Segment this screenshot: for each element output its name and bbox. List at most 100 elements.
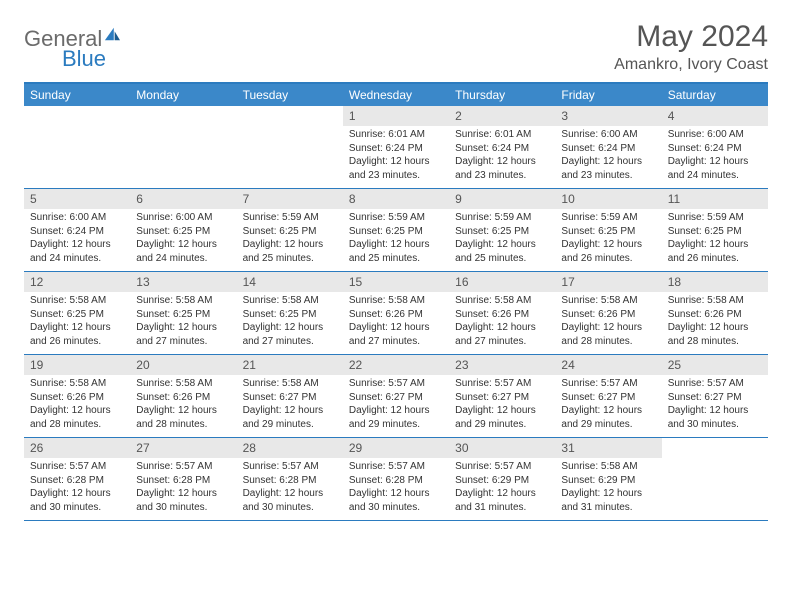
day-number: 26 <box>24 438 130 458</box>
daylight-text: Daylight: 12 hours and 31 minutes. <box>455 487 549 514</box>
sunrise-text: Sunrise: 6:00 AM <box>668 128 762 142</box>
daylight-text: Daylight: 12 hours and 30 minutes. <box>30 487 124 514</box>
sunrise-text: Sunrise: 5:57 AM <box>349 377 443 391</box>
day-body: Sunrise: 5:59 AMSunset: 6:25 PMDaylight:… <box>662 209 768 269</box>
sunrise-text: Sunrise: 5:58 AM <box>136 294 230 308</box>
day-cell: 29Sunrise: 5:57 AMSunset: 6:28 PMDayligh… <box>343 438 449 520</box>
daylight-text: Daylight: 12 hours and 25 minutes. <box>455 238 549 265</box>
day-cell: 27Sunrise: 5:57 AMSunset: 6:28 PMDayligh… <box>130 438 236 520</box>
daylight-text: Daylight: 12 hours and 23 minutes. <box>349 155 443 182</box>
logo-sail-icon <box>103 26 121 47</box>
day-number: 3 <box>555 106 661 126</box>
sunrise-text: Sunrise: 6:01 AM <box>455 128 549 142</box>
day-cell: 26Sunrise: 5:57 AMSunset: 6:28 PMDayligh… <box>24 438 130 520</box>
day-cell: 18Sunrise: 5:58 AMSunset: 6:26 PMDayligh… <box>662 272 768 354</box>
sunrise-text: Sunrise: 5:58 AM <box>455 294 549 308</box>
sunset-text: Sunset: 6:26 PM <box>561 308 655 322</box>
daylight-text: Daylight: 12 hours and 26 minutes. <box>30 321 124 348</box>
daylight-text: Daylight: 12 hours and 28 minutes. <box>561 321 655 348</box>
day-number: 21 <box>237 355 343 375</box>
logo-text-blue: Blue <box>62 46 121 72</box>
day-number: 24 <box>555 355 661 375</box>
day-number: 4 <box>662 106 768 126</box>
weekday-wednesday: Wednesday <box>343 84 449 106</box>
sunrise-text: Sunrise: 5:59 AM <box>349 211 443 225</box>
day-number: 5 <box>24 189 130 209</box>
day-cell <box>237 106 343 188</box>
daylight-text: Daylight: 12 hours and 26 minutes. <box>561 238 655 265</box>
sunset-text: Sunset: 6:28 PM <box>349 474 443 488</box>
day-body: Sunrise: 5:58 AMSunset: 6:26 PMDaylight:… <box>662 292 768 352</box>
day-number: 29 <box>343 438 449 458</box>
daylight-text: Daylight: 12 hours and 23 minutes. <box>561 155 655 182</box>
day-cell: 13Sunrise: 5:58 AMSunset: 6:25 PMDayligh… <box>130 272 236 354</box>
day-body: Sunrise: 5:58 AMSunset: 6:29 PMDaylight:… <box>555 458 661 518</box>
title-block: May 2024 Amankro, Ivory Coast <box>614 20 768 74</box>
day-number: 9 <box>449 189 555 209</box>
day-body: Sunrise: 6:00 AMSunset: 6:24 PMDaylight:… <box>555 126 661 186</box>
day-body: Sunrise: 5:57 AMSunset: 6:29 PMDaylight:… <box>449 458 555 518</box>
daylight-text: Daylight: 12 hours and 27 minutes. <box>136 321 230 348</box>
day-cell: 24Sunrise: 5:57 AMSunset: 6:27 PMDayligh… <box>555 355 661 437</box>
daylight-text: Daylight: 12 hours and 28 minutes. <box>136 404 230 431</box>
sunrise-text: Sunrise: 5:58 AM <box>30 294 124 308</box>
day-number: 13 <box>130 272 236 292</box>
daylight-text: Daylight: 12 hours and 25 minutes. <box>349 238 443 265</box>
day-cell: 17Sunrise: 5:58 AMSunset: 6:26 PMDayligh… <box>555 272 661 354</box>
daylight-text: Daylight: 12 hours and 28 minutes. <box>30 404 124 431</box>
sunset-text: Sunset: 6:26 PM <box>668 308 762 322</box>
day-cell: 3Sunrise: 6:00 AMSunset: 6:24 PMDaylight… <box>555 106 661 188</box>
weekday-header-row: Sunday Monday Tuesday Wednesday Thursday… <box>24 84 768 106</box>
day-cell: 9 Sunrise: 5:59 AMSunset: 6:25 PMDaylight… <box>449 189 555 271</box>
month-title: May 2024 <box>614 20 768 54</box>
sunrise-text: Sunrise: 5:59 AM <box>668 211 762 225</box>
sunset-text: Sunset: 6:27 PM <box>668 391 762 405</box>
sunset-text: Sunset: 6:26 PM <box>30 391 124 405</box>
day-number: 16 <box>449 272 555 292</box>
sunset-text: Sunset: 6:25 PM <box>349 225 443 239</box>
sunset-text: Sunset: 6:25 PM <box>455 225 549 239</box>
sunset-text: Sunset: 6:24 PM <box>668 142 762 156</box>
day-cell: 16Sunrise: 5:58 AMSunset: 6:26 PMDayligh… <box>449 272 555 354</box>
calendar-page: GeneralBlue May 2024 Amankro, Ivory Coas… <box>0 0 792 541</box>
weekday-sunday: Sunday <box>24 84 130 106</box>
sunset-text: Sunset: 6:25 PM <box>243 308 337 322</box>
logo: GeneralBlue <box>24 26 121 72</box>
daylight-text: Daylight: 12 hours and 31 minutes. <box>561 487 655 514</box>
sunset-text: Sunset: 6:27 PM <box>349 391 443 405</box>
week-row: 5 Sunrise: 6:00 AMSunset: 6:24 PM Daylight… <box>24 189 768 272</box>
page-header: GeneralBlue May 2024 Amankro, Ivory Coas… <box>24 20 768 74</box>
day-cell: 30Sunrise: 5:57 AMSunset: 6:29 PMDayligh… <box>449 438 555 520</box>
daylight-text: Daylight: 12 hours and 23 minutes. <box>455 155 549 182</box>
sunset-text: Sunset: 6:28 PM <box>30 474 124 488</box>
day-number: 23 <box>449 355 555 375</box>
day-body: Sunrise: 5:57 AMSunset: 6:28 PMDaylight:… <box>130 458 236 518</box>
weekday-thursday: Thursday <box>449 84 555 106</box>
day-cell: 20 Sunrise: 5:58 AMSunset: 6:26 PMDayligh… <box>130 355 236 437</box>
sunrise-text: Sunrise: 5:59 AM <box>455 211 549 225</box>
day-cell <box>24 106 130 188</box>
sunset-text: Sunset: 6:26 PM <box>136 391 230 405</box>
sunrise-text: Sunrise: 5:59 AM <box>243 211 337 225</box>
day-number: 25 <box>662 355 768 375</box>
location-label: Amankro, Ivory Coast <box>614 56 768 74</box>
sunrise-text: Sunrise: 6:00 AM <box>30 211 124 225</box>
sunrise-text: Sunrise: 5:57 AM <box>455 460 549 474</box>
day-body: Sunrise: 5:57 AMSunset: 6:27 PMDaylight:… <box>449 375 555 435</box>
day-cell: 2Sunrise: 6:01 AMSunset: 6:24 PMDaylight… <box>449 106 555 188</box>
sunrise-text: Sunrise: 5:58 AM <box>136 377 230 391</box>
sunrise-text: Sunrise: 6:01 AM <box>349 128 443 142</box>
day-body: Sunrise: 6:00 AMSunset: 6:24 PMDaylight:… <box>662 126 768 186</box>
day-body: Sunrise: 5:58 AMSunset: 6:25 PMDaylight:… <box>237 292 343 352</box>
day-cell: 15Sunrise: 5:58 AMSunset: 6:26 PMDayligh… <box>343 272 449 354</box>
day-number: 22 <box>343 355 449 375</box>
day-cell: 6Sunrise: 6:00 AMSunset: 6:25 PMDaylight… <box>130 189 236 271</box>
day-number: 11 <box>662 189 768 209</box>
sunrise-text: Sunrise: 5:58 AM <box>668 294 762 308</box>
sunset-text: Sunset: 6:27 PM <box>243 391 337 405</box>
sunset-text: Sunset: 6:27 PM <box>455 391 549 405</box>
day-number: 20 <box>130 355 236 375</box>
daylight-text: Daylight: 12 hours and 29 minutes. <box>455 404 549 431</box>
sunset-text: Sunset: 6:24 PM <box>30 225 124 239</box>
sunrise-text: Sunrise: 5:58 AM <box>243 377 337 391</box>
